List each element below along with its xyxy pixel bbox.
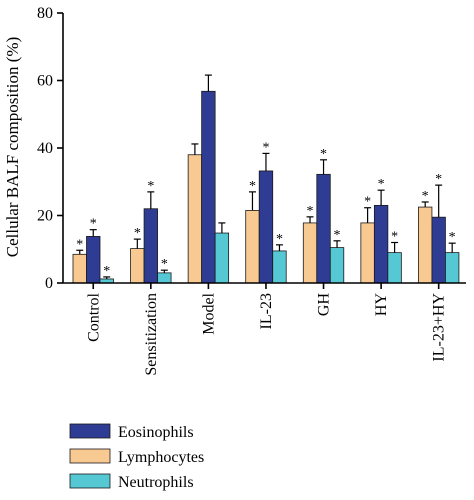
y-tick-label: 0 [45,275,53,292]
legend: Eosinophils Lymphocytes Neutrophils [69,423,204,491]
legend-label-lymphocytes: Lymphocytes [118,449,204,466]
significance-marker: * [391,230,398,245]
bar-group-il-23: * * * [245,140,287,284]
significance-marker: * [249,179,256,194]
bar-neutrophils [214,232,230,284]
y-tick-label: 80 [37,5,53,22]
legend-swatch-neutrophils [69,473,111,489]
y-axis: 0 20 40 60 80 [37,5,64,292]
significance-marker: * [147,179,154,194]
legend-label-neutrophils: Neutrophils [118,474,194,491]
x-category-label: Model [200,292,217,334]
bar-lymphocytes [418,206,433,284]
bar-eosinophils [373,204,389,284]
significance-marker: * [422,189,429,204]
bar-neutrophils [387,252,402,284]
significance-marker: * [90,217,97,232]
significance-marker: * [307,204,314,219]
significance-marker: * [103,264,110,279]
bar-neutrophils [329,247,345,284]
bar-lymphocytes [72,253,87,284]
legend-swatch-lymphocytes [69,448,111,464]
bar-eosinophils [143,208,158,284]
significance-marker: * [378,177,385,192]
y-tick-label: 20 [37,208,53,225]
legend-label-eosinophils: Eosinophils [118,424,194,441]
bar-lymphocytes [245,210,260,284]
bar-group-il-23-hy: * * * [418,172,460,284]
significance-marker: * [161,257,168,272]
significance-marker: * [334,228,341,243]
significance-marker: * [364,195,371,210]
bar-group-hy: * * * [360,177,402,284]
legend-swatch-eosinophils [69,423,111,439]
bar-lymphocytes [302,222,318,284]
bar-lymphocytes [360,222,375,284]
x-category-label: HY [373,293,390,317]
bar-lymphocytes [130,248,145,284]
bar-eosinophils [86,236,101,284]
bar-group-sensitization: * * * [130,179,172,284]
bar-eosinophils [258,170,274,284]
significance-marker: * [262,140,269,155]
bar-eosinophils [431,216,446,284]
bar-neutrophils [445,252,460,284]
significance-marker: * [134,226,141,241]
bar-group-model [187,74,230,284]
y-axis-title: Cellular BALF composition (%) [3,37,22,258]
bar-group-control: * * * [72,217,114,284]
bar-groups: * * * * * * * * * * * * * * * * * * [72,74,460,284]
bar-neutrophils [272,250,287,284]
significance-marker: * [320,147,327,162]
significance-marker: * [435,172,442,187]
x-category-label: IL-23 [258,293,275,329]
x-axis: Control Sensitization Model IL-23 GH HY IL-23+… [63,282,466,376]
bar-neutrophils [157,272,172,284]
bar-lymphocytes [187,154,203,284]
significance-marker: * [449,230,456,245]
x-category-label: Sensitization [143,293,160,376]
y-tick-label: 40 [37,140,53,157]
bar-group-gh: * * * [302,147,345,284]
bar-eosinophils [201,90,216,284]
significance-marker: * [76,237,83,252]
y-tick-label: 60 [37,73,53,90]
x-category-label: IL-23+HY [431,293,448,362]
x-category-label: Control [85,292,102,341]
bar-eosinophils [316,173,331,284]
x-category-label: GH [316,293,333,317]
significance-marker: * [276,232,283,247]
